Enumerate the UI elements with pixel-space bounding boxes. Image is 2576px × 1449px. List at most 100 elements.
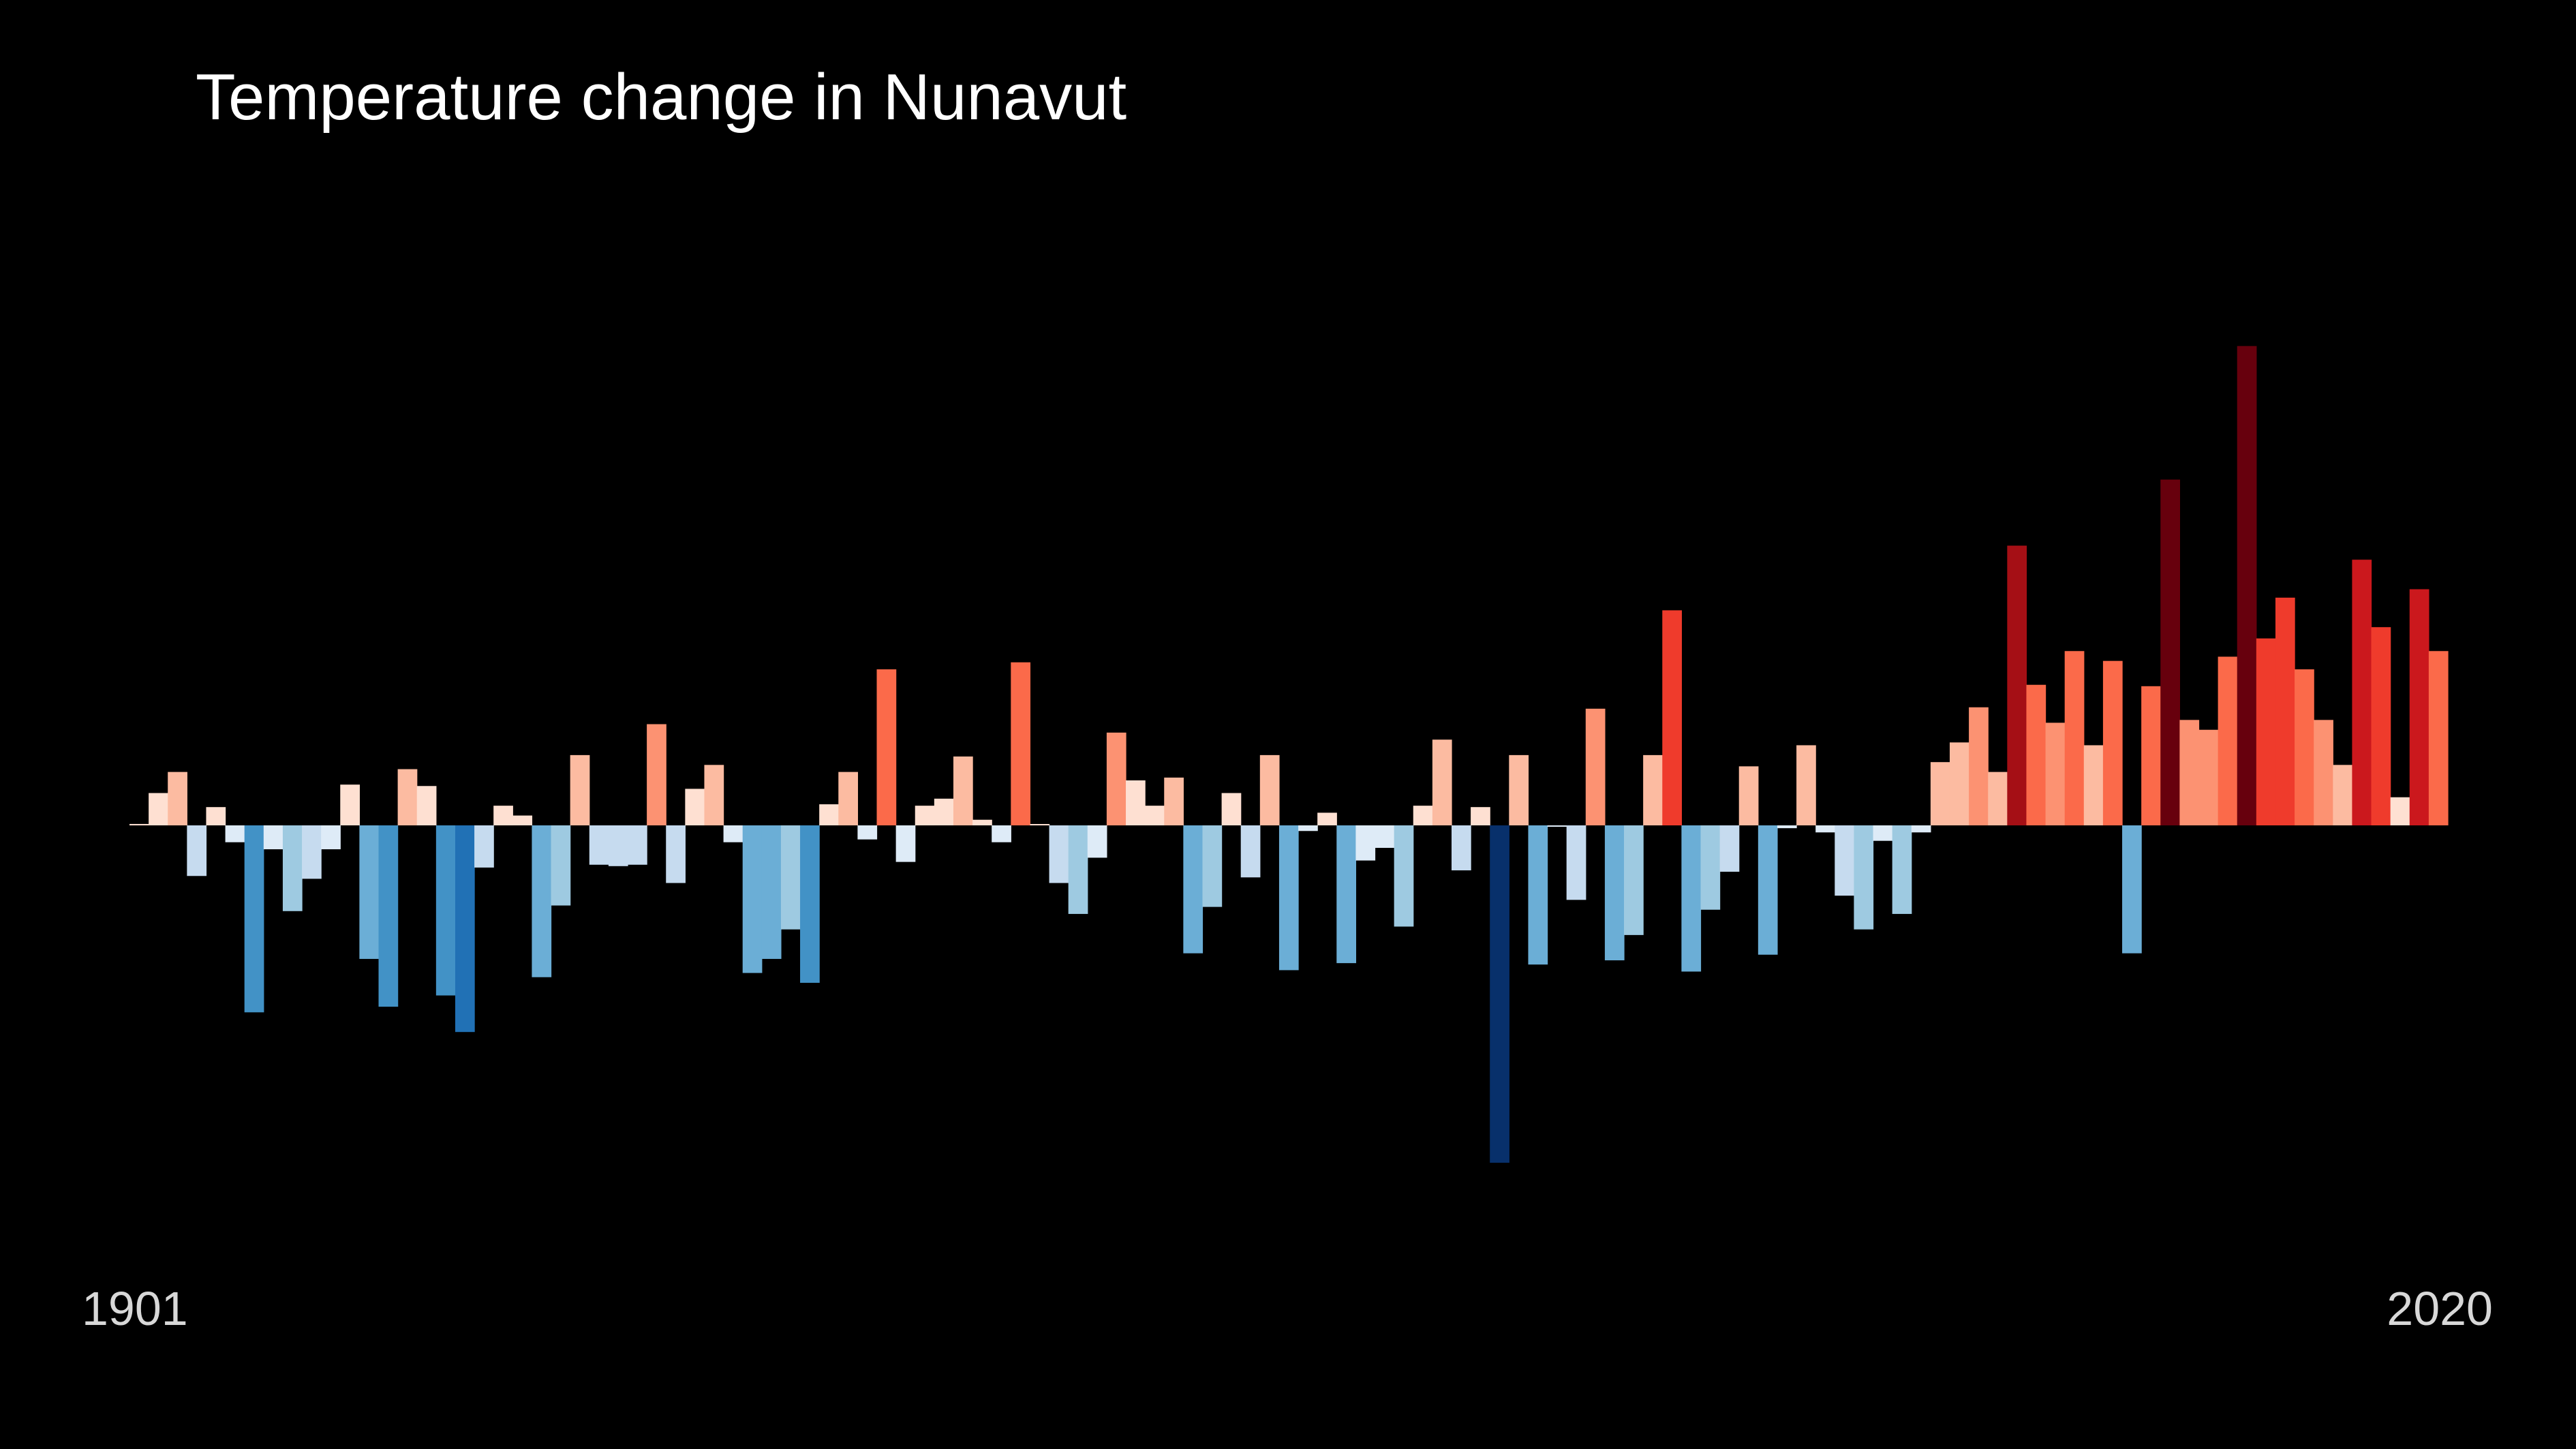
bar-1930 bbox=[685, 789, 705, 826]
bar-1915 bbox=[397, 769, 418, 825]
bar-1978 bbox=[1604, 825, 1625, 960]
bar-1985 bbox=[1738, 766, 1759, 826]
bar-1956 bbox=[1183, 825, 1203, 954]
bar-1910 bbox=[302, 825, 322, 879]
bar-1904 bbox=[187, 825, 207, 876]
bar-1972 bbox=[1490, 825, 1509, 1163]
bar-1982 bbox=[1681, 825, 1702, 972]
bar-1918 bbox=[455, 825, 475, 1033]
bar-1943 bbox=[934, 798, 954, 825]
bar-1924 bbox=[570, 754, 590, 826]
bar-1946 bbox=[992, 825, 1011, 842]
bar-1963 bbox=[1317, 812, 1337, 825]
bar-2012 bbox=[2256, 638, 2276, 825]
bar-1913 bbox=[359, 825, 380, 959]
bar-1967 bbox=[1394, 825, 1414, 927]
bar-1937 bbox=[819, 804, 839, 825]
bar-2015 bbox=[2314, 720, 2333, 825]
bar-1948 bbox=[1030, 824, 1050, 825]
bar-2005 bbox=[2122, 825, 2142, 954]
bar-1921 bbox=[512, 815, 533, 825]
bar-1993 bbox=[1892, 825, 1912, 914]
x-axis-start-label: 1901 bbox=[82, 1282, 188, 1335]
bar-1914 bbox=[378, 825, 399, 1007]
bar-1999 bbox=[2007, 545, 2027, 825]
bar-1961 bbox=[1278, 825, 1299, 971]
bar-1994 bbox=[1911, 825, 1931, 833]
bar-1901 bbox=[129, 823, 149, 825]
bar-2018 bbox=[2371, 627, 2391, 825]
bar-1925 bbox=[589, 825, 609, 865]
bar-1936 bbox=[800, 825, 820, 983]
bar-1947 bbox=[1011, 662, 1031, 825]
bar-2020 bbox=[2409, 589, 2429, 825]
bar-1974 bbox=[1528, 825, 1548, 965]
bar-1969 bbox=[1432, 739, 1452, 825]
bar-1919 bbox=[474, 825, 494, 868]
bar-1987 bbox=[1777, 825, 1797, 829]
bar-1906 bbox=[225, 825, 245, 842]
bar-1949 bbox=[1049, 825, 1069, 883]
bar-1934 bbox=[761, 825, 782, 959]
bar-1998 bbox=[1988, 772, 2008, 826]
bar-1952 bbox=[1106, 732, 1126, 826]
bar-1944 bbox=[953, 756, 973, 825]
bar-1907 bbox=[244, 825, 264, 1013]
bar-1981 bbox=[1662, 610, 1682, 825]
bar-1977 bbox=[1585, 708, 1606, 825]
bar-1986 bbox=[1758, 825, 1778, 955]
bar-1932 bbox=[723, 825, 743, 842]
bar-1983 bbox=[1700, 825, 1721, 910]
bar-1971 bbox=[1471, 807, 1490, 825]
bar-2007 bbox=[2160, 479, 2180, 826]
bars-group bbox=[129, 346, 2449, 1163]
bar-1991 bbox=[1854, 825, 1874, 930]
bar-2006 bbox=[2141, 686, 2161, 825]
bar-1970 bbox=[1451, 825, 1471, 870]
bar-1950 bbox=[1068, 825, 1088, 914]
bar-1996 bbox=[1949, 742, 1969, 825]
bar-1939 bbox=[857, 825, 878, 840]
bar-1959 bbox=[1240, 825, 1261, 878]
bar-1995 bbox=[1930, 762, 1950, 825]
chart-title: Temperature change in Nunavut bbox=[196, 61, 1127, 134]
bar-1941 bbox=[895, 825, 916, 862]
bar-1979 bbox=[1624, 825, 1644, 935]
bar-1905 bbox=[206, 807, 226, 825]
bar-2021 bbox=[2428, 651, 2449, 825]
bar-1916 bbox=[416, 786, 437, 825]
bar-2014 bbox=[2295, 669, 2314, 825]
bar-1988 bbox=[1796, 745, 1816, 825]
bar-1968 bbox=[1413, 806, 1433, 826]
bar-2017 bbox=[2352, 560, 2372, 825]
bar-1957 bbox=[1202, 825, 1223, 907]
bar-1912 bbox=[340, 784, 360, 825]
x-axis-end-label: 2020 bbox=[2387, 1282, 2493, 1335]
bar-2001 bbox=[2045, 722, 2066, 825]
bar-1942 bbox=[915, 806, 935, 826]
bar-1922 bbox=[532, 825, 552, 977]
bar-1953 bbox=[1126, 780, 1146, 825]
bar-2016 bbox=[2333, 765, 2353, 825]
bar-2000 bbox=[2026, 684, 2046, 825]
bar-1992 bbox=[1873, 825, 1893, 841]
bar-1935 bbox=[780, 825, 801, 930]
bar-2004 bbox=[2102, 660, 2123, 825]
bar-1951 bbox=[1087, 825, 1107, 858]
bar-1966 bbox=[1375, 825, 1395, 848]
bar-2013 bbox=[2275, 597, 2295, 826]
bar-1917 bbox=[435, 825, 456, 996]
bar-1955 bbox=[1164, 777, 1184, 826]
bar-2002 bbox=[2064, 651, 2085, 825]
bar-2019 bbox=[2390, 797, 2410, 825]
bar-1926 bbox=[608, 825, 628, 866]
bar-1965 bbox=[1355, 825, 1376, 861]
bar-1945 bbox=[972, 819, 992, 825]
bar-1928 bbox=[647, 724, 666, 825]
bar-1984 bbox=[1719, 825, 1740, 872]
bar-1975 bbox=[1547, 825, 1567, 827]
bar-1923 bbox=[551, 825, 571, 906]
bar-2003 bbox=[2083, 745, 2104, 825]
bar-1980 bbox=[1643, 754, 1663, 826]
